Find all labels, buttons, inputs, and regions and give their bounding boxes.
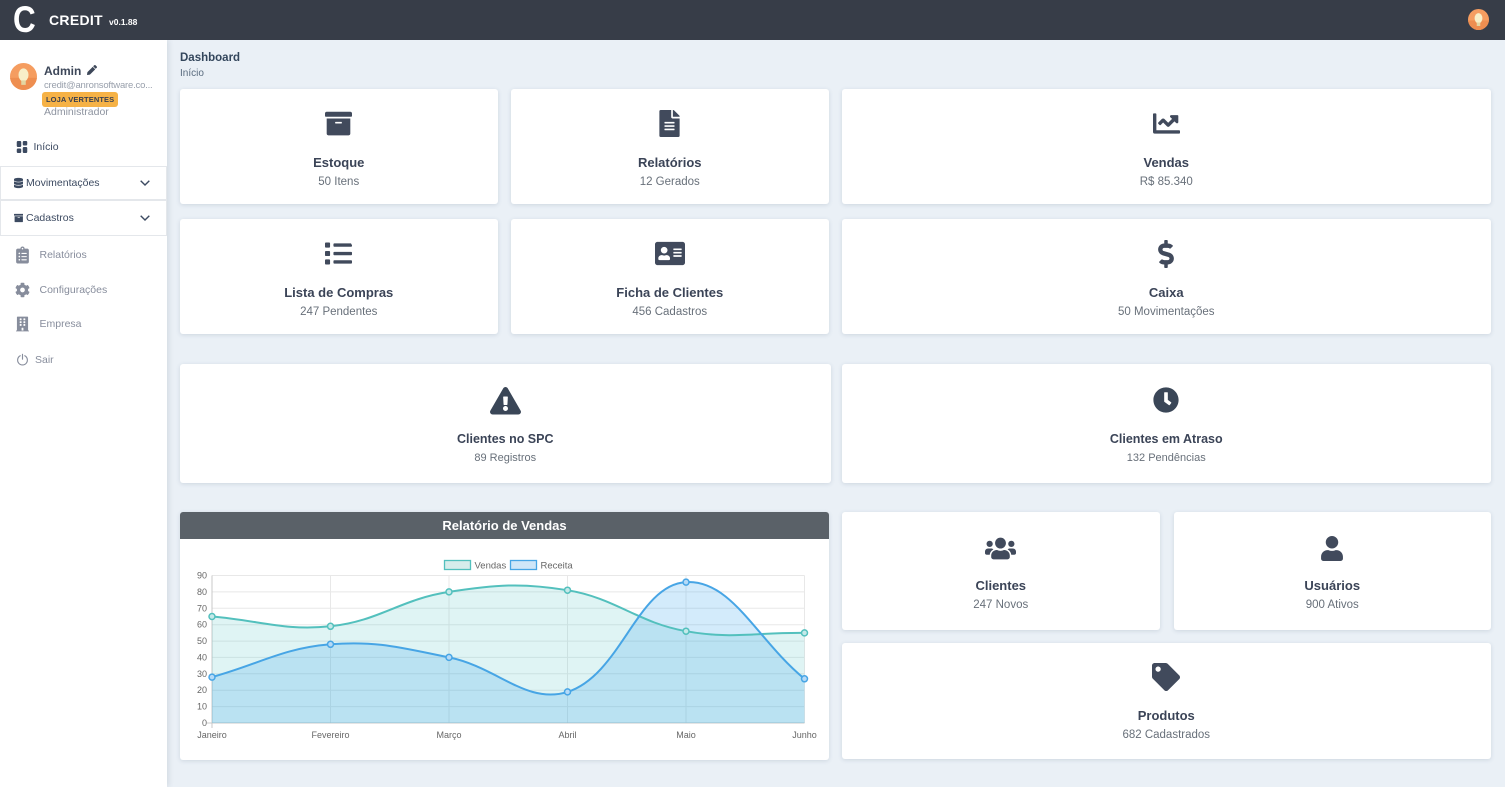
svg-text:Abril: Abril	[558, 730, 576, 740]
svg-text:80: 80	[197, 587, 207, 597]
svg-text:30: 30	[197, 669, 207, 679]
svg-text:Vendas: Vendas	[475, 561, 507, 572]
svg-text:20: 20	[197, 685, 207, 695]
svg-text:90: 90	[197, 571, 207, 581]
svg-text:70: 70	[197, 603, 207, 613]
svg-text:10: 10	[197, 702, 207, 712]
svg-text:Fevereiro: Fevereiro	[311, 730, 349, 740]
svg-text:60: 60	[197, 620, 207, 630]
svg-text:40: 40	[197, 652, 207, 662]
svg-text:Receita: Receita	[541, 561, 574, 572]
svg-text:Março: Março	[436, 730, 461, 740]
svg-text:50: 50	[197, 636, 207, 646]
svg-text:Junho: Junho	[792, 730, 817, 740]
svg-text:0: 0	[202, 718, 207, 728]
svg-text:Maio: Maio	[676, 730, 696, 740]
svg-text:Janeiro: Janeiro	[197, 730, 227, 740]
